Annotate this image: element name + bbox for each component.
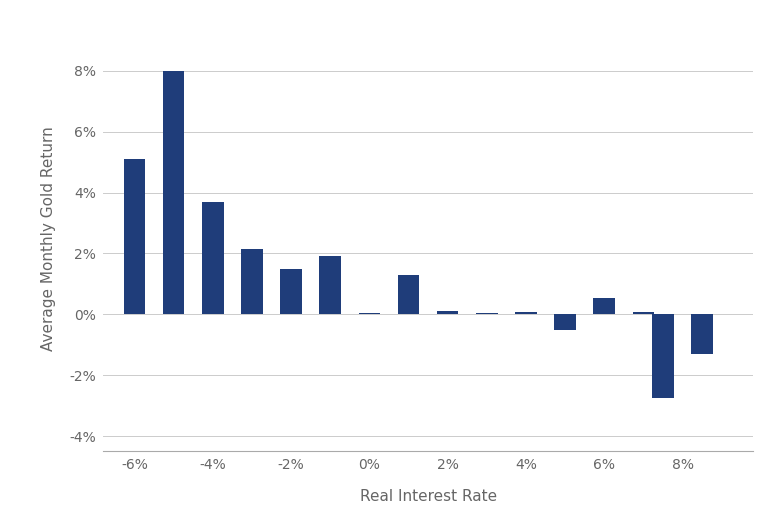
Bar [280, 269, 302, 314]
Bar [241, 249, 263, 314]
Bar [692, 314, 713, 354]
Y-axis label: Average Monthly Gold Return: Average Monthly Gold Return [40, 126, 55, 351]
Bar [652, 314, 674, 398]
Bar [202, 202, 223, 314]
Bar [515, 312, 537, 314]
Bar [554, 314, 576, 330]
Bar [163, 71, 184, 314]
Bar [124, 159, 145, 314]
Bar [398, 275, 419, 314]
Bar [359, 313, 380, 314]
Bar [594, 298, 615, 314]
Bar [320, 257, 341, 314]
Bar [476, 313, 498, 314]
Bar [437, 311, 458, 314]
X-axis label: Real Interest Rate: Real Interest Rate [359, 489, 496, 504]
Bar [633, 312, 654, 314]
